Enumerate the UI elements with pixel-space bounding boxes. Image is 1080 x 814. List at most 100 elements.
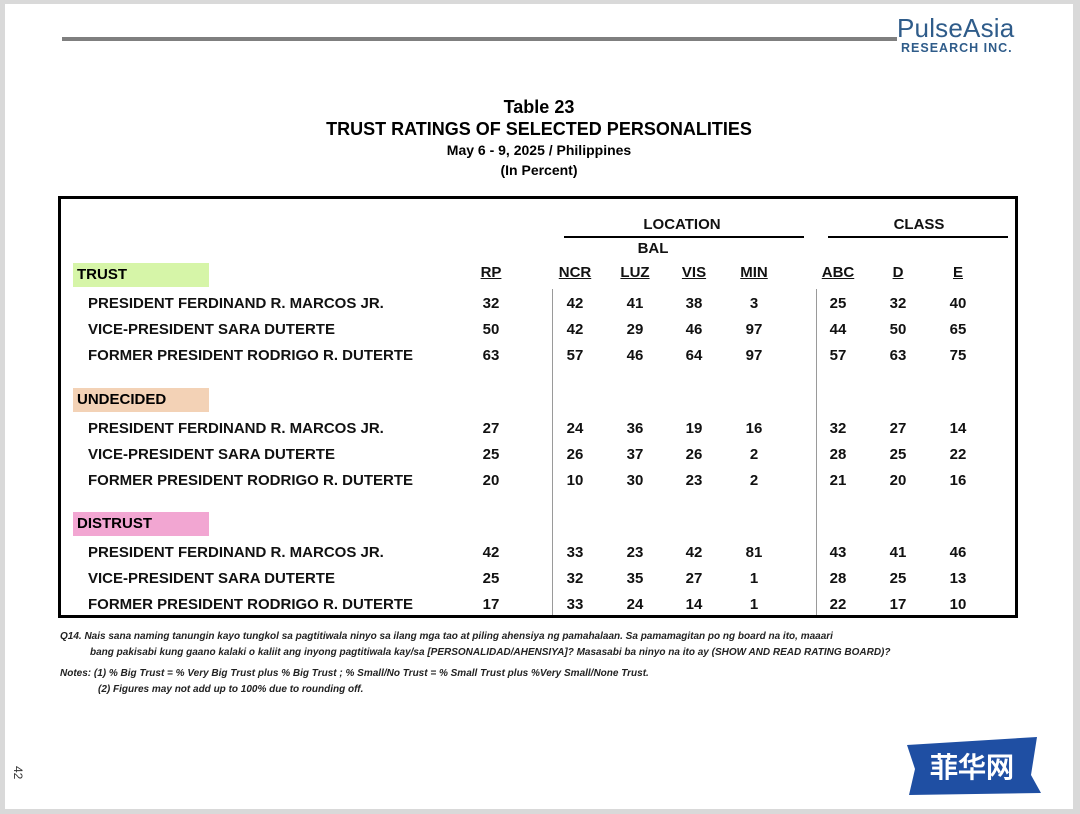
watermark-text: 菲华网 (930, 751, 1014, 784)
table-cell: 17 (889, 596, 907, 613)
table-cell: 37 (626, 446, 644, 463)
pulse-asia-logo: PulseAsia RESEARCH INC. (897, 14, 1047, 54)
table-cell: 42 (482, 544, 500, 561)
table-cell: 3 (749, 295, 759, 312)
logo-line-1: PulseAsia (897, 13, 1015, 43)
row-label: FORMER PRESIDENT RODRIGO R. DUTERTE (88, 472, 414, 489)
table-cell: 38 (685, 295, 703, 312)
table-cell: 65 (949, 321, 967, 338)
table-cell: 36 (626, 420, 644, 437)
table-title: TRUST RATINGS OF SELECTED PERSONALITIES (326, 119, 752, 139)
table-cell: 16 (745, 420, 763, 437)
table-cell: 42 (566, 321, 584, 338)
table-unit: (In Percent) (500, 162, 578, 178)
table-cell: 32 (566, 570, 584, 587)
row-label: PRESIDENT FERDINAND R. MARCOS JR. (88, 295, 384, 312)
column-header-ncr: NCR (558, 264, 592, 281)
column-header-abc: ABC (821, 264, 855, 281)
table-cell: 40 (949, 295, 967, 312)
table-cell: 75 (949, 347, 967, 364)
table-cell: 63 (482, 347, 500, 364)
table-cell: 28 (829, 446, 847, 463)
table-cell: 46 (626, 347, 644, 364)
notes-line-1: Notes: (1) % Big Trust = % Very Big Trus… (60, 668, 649, 679)
table-cell: 26 (566, 446, 584, 463)
table-cell: 25 (889, 570, 907, 587)
table-cell: 20 (482, 472, 500, 489)
table-cell: 32 (829, 420, 847, 437)
row-label: VICE-PRESIDENT SARA DUTERTE (88, 570, 335, 587)
table-cell: 24 (626, 596, 644, 613)
table-cell: 27 (482, 420, 500, 437)
bal-label: BAL (637, 240, 669, 257)
table-cell: 27 (889, 420, 907, 437)
table-cell: 97 (745, 347, 763, 364)
divider-class (816, 289, 817, 615)
table-cell: 27 (685, 570, 703, 587)
table-cell: 10 (566, 472, 584, 489)
table-cell: 46 (949, 544, 967, 561)
table-cell: 20 (889, 472, 907, 489)
row-label: PRESIDENT FERDINAND R. MARCOS JR. (88, 420, 384, 437)
location-underline (564, 236, 804, 238)
row-label: FORMER PRESIDENT RODRIGO R. DUTERTE (88, 347, 414, 364)
header-rule (62, 37, 897, 41)
column-header-min: MIN (740, 264, 768, 281)
table-cell: 35 (626, 570, 644, 587)
table-cell: 33 (566, 544, 584, 561)
row-label: VICE-PRESIDENT SARA DUTERTE (88, 321, 335, 338)
table-cell: 42 (566, 295, 584, 312)
table-date: May 6 - 9, 2025 / Philippines (446, 142, 632, 158)
table-cell: 16 (949, 472, 967, 489)
question-text: Q14. Nais sana naming tanungin kayo tung… (60, 629, 891, 661)
row-label: VICE-PRESIDENT SARA DUTERTE (88, 446, 335, 463)
table-cell: 30 (626, 472, 644, 489)
table-cell: 63 (889, 347, 907, 364)
data-table: LOCATION CLASS BAL RP NCR LUZ VIS MIN ABC D E TR… (58, 196, 1018, 618)
column-header-luz: LUZ (620, 264, 650, 281)
table-cell: 41 (626, 295, 644, 312)
class-underline (828, 236, 1008, 238)
question-line-2: bang pakisabi kung gaano kalaki o kaliit… (90, 647, 891, 658)
column-header-e: E (952, 264, 963, 281)
table-cell: 10 (949, 596, 967, 613)
table-cell: 42 (685, 544, 703, 561)
logo-line-2: RESEARCH INC. (901, 41, 1013, 55)
column-header-d: D (892, 264, 904, 281)
table-cell: 1 (749, 570, 759, 587)
table-cell: 13 (949, 570, 967, 587)
table-cell: 26 (685, 446, 703, 463)
table-cell: 32 (889, 295, 907, 312)
table-cell: 57 (566, 347, 584, 364)
table-cell: 25 (482, 570, 500, 587)
watermark-brush-shape (907, 737, 1041, 795)
table-cell: 25 (482, 446, 500, 463)
table-cell: 46 (685, 321, 703, 338)
class-header: CLASS (893, 216, 945, 233)
section-label-distrust: DISTRUST (73, 512, 209, 536)
table-cell: 25 (829, 295, 847, 312)
title-block: Table 23 TRUST RATINGS OF SELECTED PERSO… (5, 96, 1073, 180)
table-number: Table 23 (503, 97, 575, 117)
row-label: PRESIDENT FERDINAND R. MARCOS JR. (88, 544, 384, 561)
section-label-undecided: UNDECIDED (73, 388, 209, 412)
table-cell: 81 (745, 544, 763, 561)
table-cell: 22 (829, 596, 847, 613)
notes-line-2: (2) Figures may not add up to 100% due t… (98, 684, 364, 695)
column-header-vis: VIS (681, 264, 707, 281)
table-cell: 1 (749, 596, 759, 613)
table-cell: 19 (685, 420, 703, 437)
section-label-trust: TRUST (73, 263, 209, 287)
column-header-rp: RP (480, 264, 502, 281)
document-page: PulseAsia RESEARCH INC. Table 23 TRUST R… (5, 4, 1073, 809)
notes-text: Notes: (1) % Big Trust = % Very Big Trus… (60, 666, 649, 698)
table-cell: 43 (829, 544, 847, 561)
question-line-1: Q14. Nais sana naming tanungin kayo tung… (60, 631, 833, 642)
watermark-logo: 菲华网 (907, 737, 1041, 795)
row-label: FORMER PRESIDENT RODRIGO R. DUTERTE (88, 596, 414, 613)
table-cell: 50 (482, 321, 500, 338)
table-cell: 28 (829, 570, 847, 587)
table-cell: 29 (626, 321, 644, 338)
table-cell: 2 (749, 446, 759, 463)
table-cell: 2 (749, 472, 759, 489)
